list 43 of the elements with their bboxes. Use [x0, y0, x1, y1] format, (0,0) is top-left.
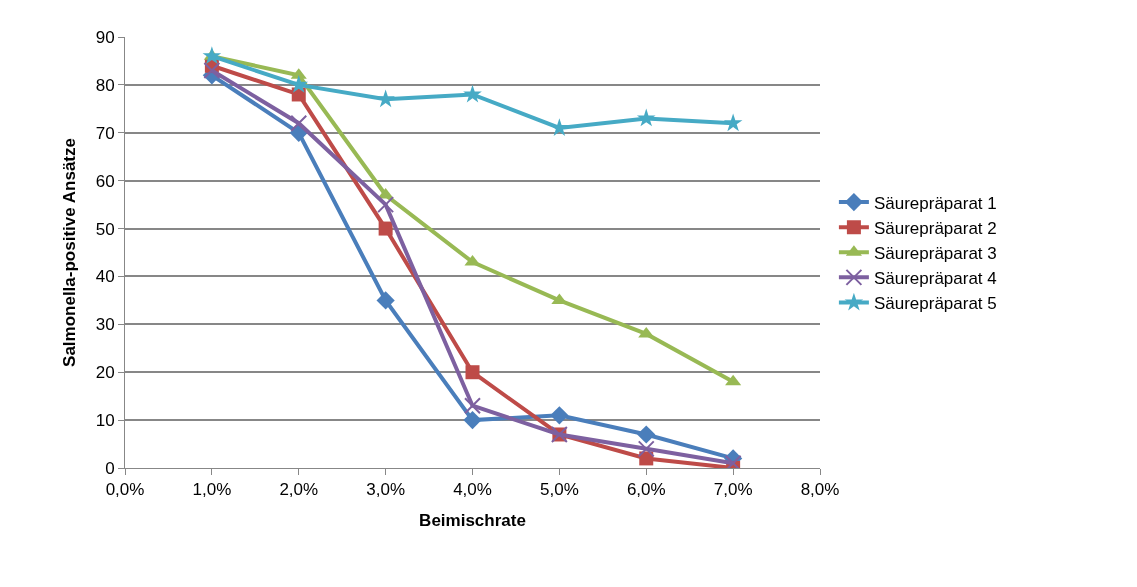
- x-tick-label: 3,0%: [366, 480, 406, 500]
- point: [377, 196, 395, 214]
- y-tick-label: 80: [95, 75, 115, 95]
- y-tick-label: 20: [95, 363, 115, 383]
- point: [638, 326, 655, 338]
- legend-label: Säurepräparat 5: [873, 294, 997, 314]
- x-tick-label: 5,0%: [540, 480, 579, 500]
- point: [463, 84, 482, 103]
- y-tick-label: 50: [95, 219, 115, 239]
- y-tick-label: 10: [95, 411, 115, 431]
- point: [637, 440, 655, 458]
- x-tick-label: 7,0%: [713, 480, 753, 500]
- x-tick-label: 6,0%: [626, 480, 666, 500]
- y-tick-label: 90: [95, 27, 115, 47]
- x-tick-label: 1,0%: [192, 480, 232, 500]
- point: [637, 425, 656, 444]
- point: [636, 108, 656, 127]
- y-axis-title: Salmonella-positive Ansätze: [60, 138, 80, 367]
- x-tick-label: 8,0%: [800, 480, 840, 500]
- y-tick-label: 60: [95, 171, 115, 191]
- legend-label: Säurepräparat 4: [873, 268, 997, 288]
- point: [202, 46, 222, 65]
- point: [463, 411, 482, 430]
- point: [725, 374, 742, 386]
- legend-label: Säurepräparat 3: [873, 243, 997, 263]
- y-tick-label: 0: [105, 458, 115, 478]
- point: [465, 365, 480, 380]
- point: [376, 291, 395, 310]
- legend-label: Säurepräparat 2: [873, 218, 997, 238]
- y-tick-label: 30: [95, 315, 115, 335]
- x-axis-title: Beimischrate: [419, 510, 526, 530]
- y-tick-label: 40: [95, 267, 115, 287]
- point: [203, 62, 221, 80]
- x-tick-label: 0,0%: [105, 480, 145, 500]
- x-tick-label: 2,0%: [279, 480, 319, 500]
- point: [464, 397, 481, 415]
- point: [550, 406, 569, 425]
- point: [723, 113, 743, 132]
- y-tick-label: 70: [95, 123, 115, 143]
- point: [290, 114, 308, 132]
- x-tick-label: 4,0%: [453, 480, 492, 500]
- point: [378, 221, 393, 236]
- legend-label: Säurepräparat 1: [873, 193, 997, 213]
